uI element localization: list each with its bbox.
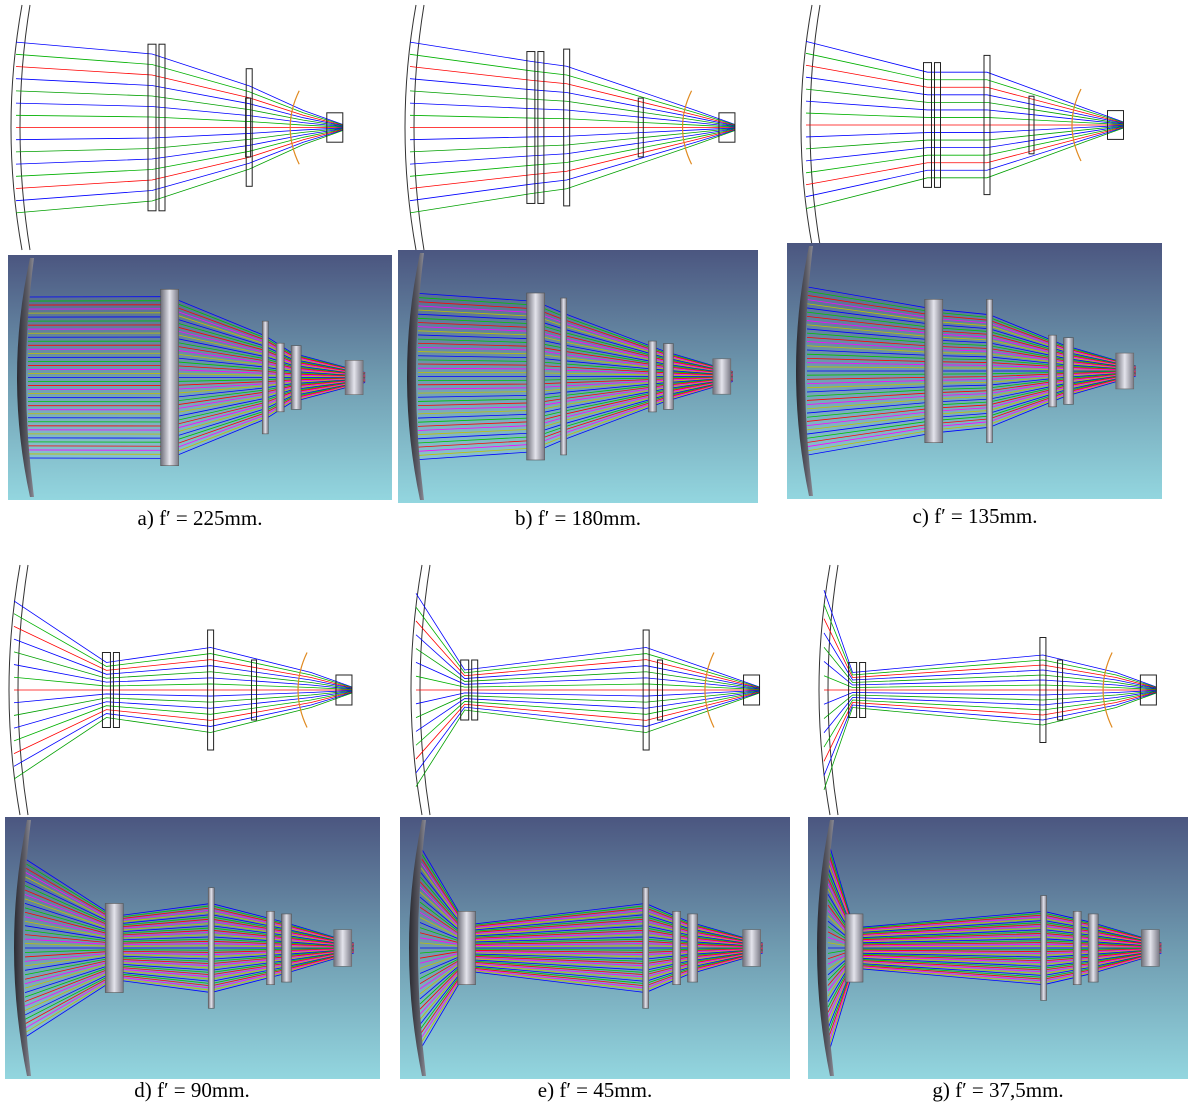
ray-diagram [801, 5, 1124, 245]
ray [410, 103, 735, 127]
ray [410, 54, 735, 125]
detector [1116, 353, 1134, 389]
caption: g) f′ = 37,5mm. [932, 1078, 1063, 1102]
lens [643, 888, 649, 1009]
ray [824, 633, 1156, 688]
lens [648, 341, 656, 412]
lens [291, 346, 301, 410]
detector [743, 930, 761, 967]
ray-diagram [9, 565, 352, 815]
ray [16, 67, 343, 126]
lens [1064, 338, 1074, 405]
lens [267, 911, 275, 984]
figure: a) f′ = 225mm. b) f′ = 180mm. c) f′ = 135m… [0, 0, 1192, 1113]
ray [14, 692, 352, 741]
render [5, 817, 380, 1079]
detector [1141, 930, 1159, 967]
caption: c) f′ = 135mm. [913, 504, 1038, 528]
ray [16, 130, 343, 189]
lens [1049, 335, 1057, 407]
lens [527, 293, 545, 460]
lens [105, 903, 123, 992]
lens [1073, 911, 1081, 984]
ray [16, 91, 343, 126]
lens [276, 343, 284, 412]
ray [806, 89, 1124, 124]
render [398, 250, 758, 503]
ray [410, 129, 735, 164]
ray-diagram [819, 565, 1156, 815]
render [8, 255, 392, 500]
ray [410, 130, 735, 201]
ray-diagram [11, 5, 343, 250]
caption: a) f′ = 225mm. [138, 506, 263, 530]
lens [458, 911, 476, 984]
ray [824, 690, 1156, 704]
ray [16, 129, 343, 164]
lens [663, 344, 673, 410]
ray [410, 128, 735, 152]
lens [1041, 896, 1047, 1001]
caption: b) f′ = 180mm. [515, 506, 641, 530]
lens [673, 911, 681, 984]
detector [334, 930, 352, 967]
ray [16, 130, 343, 201]
ray [14, 639, 352, 688]
ray [824, 604, 1156, 687]
lens [561, 298, 567, 455]
ray [824, 692, 1156, 747]
detector [713, 359, 731, 394]
lens [845, 914, 863, 982]
detector [345, 360, 363, 394]
lens [688, 914, 698, 982]
lens [161, 289, 179, 465]
render [808, 817, 1188, 1079]
render [787, 243, 1162, 499]
ray [16, 54, 343, 125]
ray [824, 693, 1156, 776]
lens [1088, 914, 1098, 982]
lens [282, 914, 292, 982]
ray [410, 115, 735, 127]
ray [806, 125, 1124, 137]
lens [925, 299, 943, 442]
lens [987, 299, 993, 442]
ray [824, 676, 1156, 690]
lens [208, 888, 214, 1009]
ray [410, 128, 735, 140]
ray-diagram [405, 5, 735, 250]
lens [262, 321, 268, 434]
ray [806, 126, 1124, 161]
ray-diagram [411, 565, 760, 815]
caption: e) f′ = 45mm. [538, 1078, 652, 1102]
page: a) f′ = 225mm. b) f′ = 180mm. c) f′ = 135m… [0, 0, 1192, 1113]
ray [806, 113, 1124, 125]
ray [806, 128, 1124, 197]
ray [410, 91, 735, 126]
ray [806, 53, 1124, 122]
render [400, 817, 790, 1079]
caption: d) f′ = 90mm. [134, 1078, 250, 1102]
